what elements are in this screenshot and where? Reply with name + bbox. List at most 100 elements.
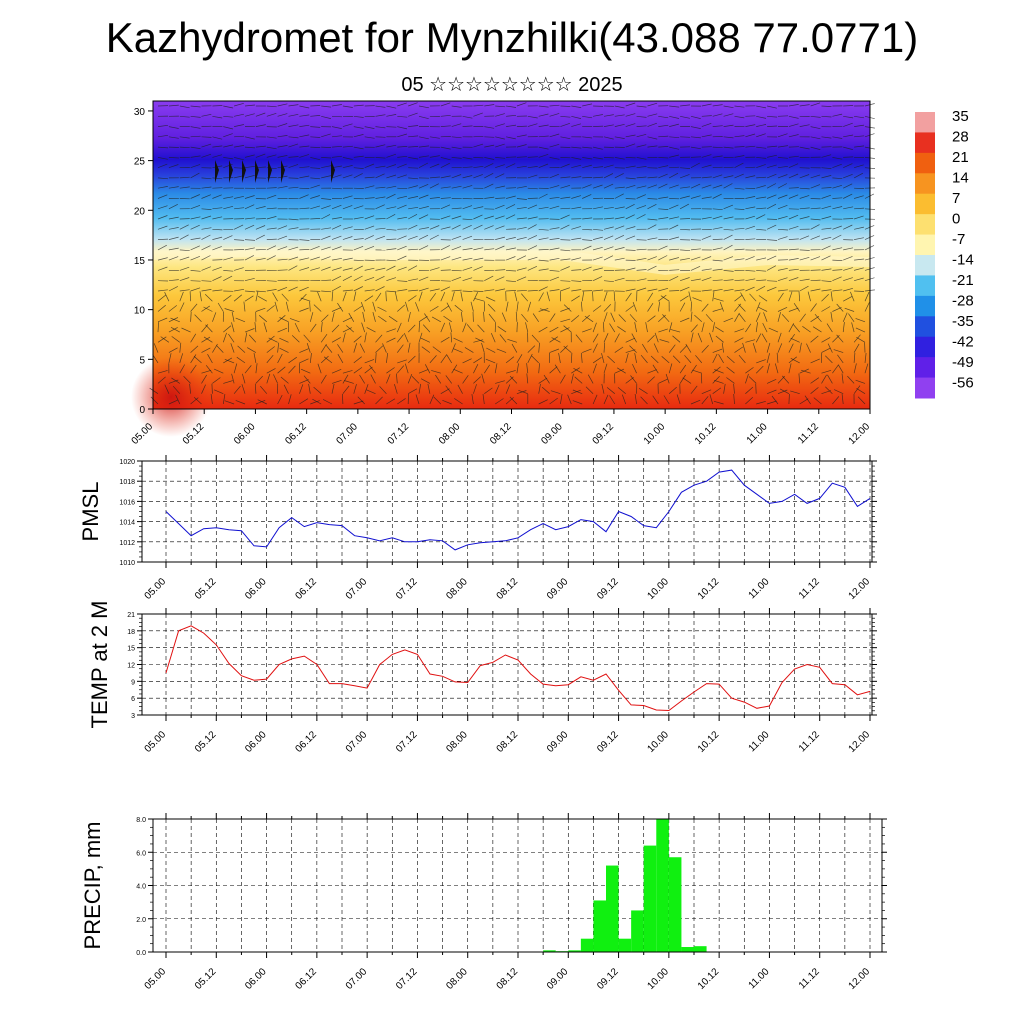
wind-barb [854, 145, 865, 148]
x-tick-label: 08.12 [495, 729, 521, 755]
wind-barb [766, 224, 777, 230]
wind-barb [310, 146, 321, 148]
wind-barb [364, 359, 375, 364]
y-tick-label: 9 [131, 679, 135, 686]
wind-barb [397, 115, 408, 118]
wind-barb [266, 238, 277, 240]
x-tick-label: 08.12 [488, 421, 514, 447]
wind-barb [506, 290, 517, 292]
wind-barb [777, 133, 788, 138]
wind-barb [429, 183, 439, 189]
wind-barb [408, 112, 418, 117]
wind-barb [234, 135, 245, 138]
wind-barb [527, 166, 538, 169]
wind-barb [405, 301, 409, 312]
wind-barb [257, 399, 267, 405]
wind-barb [171, 336, 181, 343]
wind-barb [310, 184, 320, 189]
wind-barb [418, 322, 420, 333]
colorbar-swatch [915, 152, 935, 174]
wind-barb [745, 238, 756, 240]
wind-barb [288, 356, 297, 364]
wind-barb [843, 224, 853, 230]
wind-barb [283, 384, 289, 394]
wind-barb [571, 157, 582, 160]
wind-barb [788, 225, 799, 230]
wind-barb [203, 306, 213, 312]
wind-barb [451, 215, 462, 220]
wind-barb [636, 214, 646, 220]
wind-barb [799, 195, 810, 199]
wind-barb [379, 386, 387, 394]
wind-barb [321, 105, 332, 108]
wind-barb [505, 384, 511, 394]
x-tick-label: 05.00 [143, 729, 169, 755]
wind-barb [244, 295, 254, 302]
wind-barb [833, 389, 844, 395]
wind-barb [440, 305, 450, 312]
wind-barb [843, 134, 854, 138]
wind-barb [170, 317, 180, 323]
wind-barb [321, 165, 332, 169]
wind-barb [397, 255, 407, 261]
wind-barb [810, 102, 821, 107]
wind-barb [244, 174, 255, 179]
wind-barb [440, 336, 450, 343]
wind-barb [745, 115, 756, 117]
wind-barb [268, 337, 278, 343]
wind-barb [231, 322, 235, 333]
wind-barb [342, 226, 353, 230]
wind-barb [375, 334, 383, 343]
wind-barb [422, 324, 431, 333]
wind-barb [593, 114, 603, 117]
wind-barb [636, 176, 647, 179]
wind-barb [821, 227, 832, 230]
wind-barb [766, 194, 777, 199]
wind-barb [756, 105, 767, 109]
wind-barb [181, 327, 191, 333]
wind-barb [603, 164, 614, 169]
wind-barb [473, 174, 483, 179]
wind-barb [364, 176, 375, 179]
wind-barb [603, 114, 614, 117]
wind-barb [843, 287, 853, 292]
precip-axis-title: PRECIP, mm [80, 822, 105, 950]
wind-barb [538, 163, 549, 169]
y-tick-label: 15 [127, 646, 135, 653]
wind-barb [440, 197, 451, 199]
wind-barb [353, 265, 363, 271]
wind-barb [157, 124, 168, 127]
wind-barb [255, 399, 266, 405]
wind-barb [223, 275, 233, 282]
x-tick-label: 09.12 [595, 576, 621, 602]
wind-barb [342, 393, 344, 405]
wind-barb [473, 224, 483, 230]
wind-barb [321, 146, 332, 148]
precip-bar [606, 865, 619, 952]
wind-barb [766, 389, 777, 395]
wind-barb [179, 302, 185, 312]
wind-barb [370, 374, 376, 384]
wind-barb [679, 374, 686, 384]
wind-barb [843, 183, 853, 189]
wind-barb [810, 224, 820, 230]
wind-barb [777, 183, 787, 189]
wind-barb [851, 322, 855, 333]
wind-barb [781, 314, 790, 323]
wind-barb [603, 342, 606, 353]
wind-barb [212, 177, 223, 180]
wind-barb [538, 105, 549, 108]
wind-barb [821, 175, 832, 179]
wind-barb [454, 398, 463, 405]
wind-barb [571, 295, 580, 302]
wind-barb [625, 226, 636, 230]
wind-barb [241, 384, 246, 394]
colorbar-swatch [915, 336, 935, 358]
wind-barb [695, 355, 703, 364]
wind-barb [471, 394, 474, 405]
wind-barb [549, 238, 560, 240]
wind-barb [342, 105, 353, 108]
wind-barb [788, 194, 799, 199]
wind-barb [799, 216, 810, 220]
